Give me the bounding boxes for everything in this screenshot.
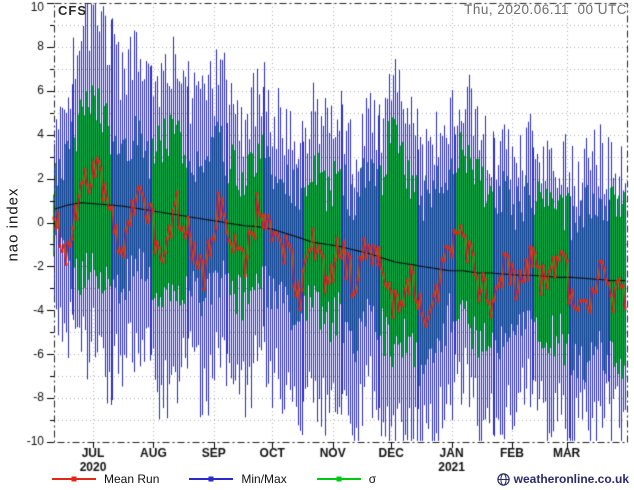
sigma-line-swatch	[316, 476, 361, 482]
minmax-marker	[208, 476, 214, 482]
legend-label-mean-run: Mean Run	[104, 472, 160, 486]
watermark-text: weatheronline.co.uk	[513, 472, 629, 486]
run-timestamp: Thu, 2020.06.11 00 UTC	[464, 2, 627, 17]
legend-item-sigma: σ	[316, 472, 377, 486]
legend: Mean Run Min/Max σ	[52, 471, 376, 487]
legend-item-minmax: Min/Max	[189, 472, 287, 486]
minmax-line-swatch	[189, 476, 234, 482]
watermark: weatheronline.co.uk	[496, 472, 629, 486]
legend-label-minmax: Min/Max	[241, 472, 287, 486]
globe-icon	[496, 472, 510, 486]
legend-item-mean-run: Mean Run	[52, 472, 159, 486]
mean-run-marker	[71, 476, 77, 482]
legend-label-sigma: σ	[368, 472, 377, 486]
model-label: CFS	[58, 3, 87, 18]
sigma-marker	[336, 476, 342, 482]
y-axis-title: nao index	[4, 187, 22, 262]
mean-run-line-swatch	[52, 476, 96, 482]
